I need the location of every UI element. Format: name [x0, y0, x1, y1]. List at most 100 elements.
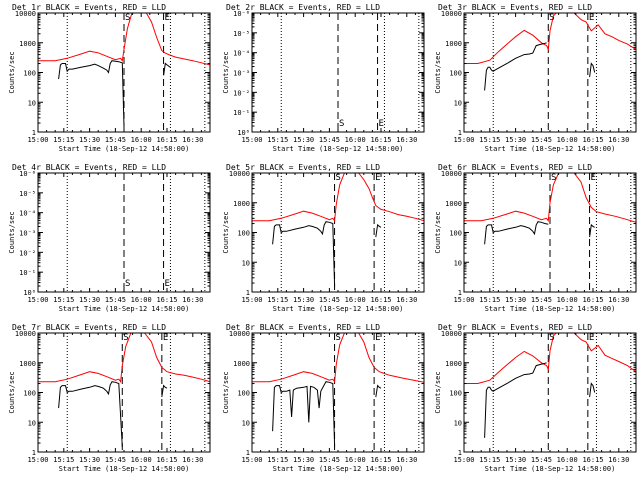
- start-marker: S: [125, 13, 130, 23]
- y-tick-label: 10000: [15, 330, 36, 338]
- y-tick-label: 1: [458, 449, 462, 457]
- series-group: [38, 333, 210, 447]
- y-tick-label: 10⁻²: [19, 249, 36, 257]
- x-tick-label: 15:45: [105, 456, 126, 464]
- y-tick-label: 10⁻⁶: [233, 10, 250, 18]
- x-tick-label: 16:15: [156, 456, 177, 464]
- x-tick-label: 15:15: [267, 456, 288, 464]
- y-tick-label: 1: [458, 289, 462, 297]
- x-tick-label: 15:30: [505, 136, 526, 144]
- x-tick-label: 16:15: [156, 296, 177, 304]
- y-tick-label: 1: [458, 129, 462, 137]
- x-axis-label: Start Time (18-Sep-12 14:58:00): [59, 145, 190, 153]
- x-tick-label: 15:00: [453, 296, 474, 304]
- x-tick-label: 15:00: [453, 136, 474, 144]
- y-tick-label: 10⁻⁵: [233, 30, 250, 38]
- y-tick-label: 100: [449, 70, 462, 78]
- y-tick-label: 1000: [445, 360, 462, 368]
- y-tick-label: 10⁻²: [233, 89, 250, 97]
- y-tick-label: 10000: [441, 10, 462, 18]
- y-tick-label: 10⁰: [237, 129, 250, 137]
- x-axis-label: Start Time (18-Sep-12 14:58:00): [273, 305, 404, 313]
- y-tick-label: 1: [246, 289, 250, 297]
- y-tick-label: 100: [449, 230, 462, 238]
- series-line-events: [272, 221, 382, 287]
- y-tick-label: 10000: [441, 330, 462, 338]
- series-group: [252, 173, 424, 287]
- start-marker: S: [336, 173, 341, 183]
- x-axis-label: Start Time (18-Sep-12 14:58:00): [485, 465, 616, 473]
- x-tick-label: 15:00: [27, 296, 48, 304]
- x-tick-label: 15:30: [505, 296, 526, 304]
- end-marker: E: [591, 173, 596, 183]
- end-marker: E: [375, 333, 380, 343]
- start-marker: S: [549, 13, 554, 23]
- series-line-lld: [38, 333, 210, 384]
- x-tick-label: 16:00: [131, 296, 152, 304]
- x-tick-label: 16:00: [345, 456, 366, 464]
- x-axis-label: Start Time (18-Sep-12 14:58:00): [485, 305, 616, 313]
- x-tick-label: 16:30: [608, 456, 629, 464]
- series-group: [38, 13, 210, 127]
- x-tick-label: 16:30: [182, 136, 203, 144]
- end-marker: E: [375, 173, 380, 183]
- x-tick-label: 15:30: [79, 136, 100, 144]
- x-tick-label: 15:00: [27, 136, 48, 144]
- plot-frame: [37, 332, 211, 453]
- series-line-events: [58, 381, 168, 447]
- x-tick-label: 16:00: [557, 136, 578, 144]
- x-tick-label: 15:15: [53, 296, 74, 304]
- plot-frame: [251, 172, 425, 293]
- x-tick-label: 15:15: [267, 136, 288, 144]
- y-tick-label: 10: [28, 99, 36, 107]
- y-tick-label: 10⁻⁴: [233, 50, 250, 58]
- y-tick-label: 1000: [445, 40, 462, 48]
- x-tick-label: 15:30: [293, 136, 314, 144]
- panel-title: Det 8r BLACK = Events, RED = LLD: [226, 323, 380, 332]
- x-tick-label: 16:30: [608, 136, 629, 144]
- y-tick-label: 100: [237, 390, 250, 398]
- y-tick-label: 1: [246, 449, 250, 457]
- series-line-lld: [38, 13, 210, 66]
- y-tick-label: 1: [32, 129, 36, 137]
- x-tick-label: 16:30: [182, 296, 203, 304]
- y-tick-label: 10⁻⁴: [19, 210, 36, 218]
- end-marker: E: [589, 13, 594, 23]
- y-tick-label: 10000: [229, 330, 250, 338]
- series-line-events: [58, 60, 171, 127]
- start-marker: S: [123, 333, 128, 343]
- series-line-events: [484, 42, 596, 91]
- x-tick-label: 15:30: [293, 296, 314, 304]
- series-group: [252, 333, 424, 447]
- x-tick-label: 16:15: [370, 136, 391, 144]
- start-marker: S: [125, 279, 130, 289]
- y-tick-label: 10000: [441, 170, 462, 178]
- y-tick-label: 100: [23, 70, 36, 78]
- y-tick-label: 1000: [19, 360, 36, 368]
- y-tick-label: 10: [242, 419, 250, 427]
- x-tick-label: 16:30: [396, 456, 417, 464]
- panel-title: Det 9r BLACK = Events, RED = LLD: [438, 323, 592, 332]
- y-tick-label: 10⁻³: [19, 230, 36, 238]
- start-marker: S: [339, 119, 344, 129]
- x-tick-label: 15:30: [293, 456, 314, 464]
- series-group: [464, 333, 636, 438]
- y-axis-label: Counts/sec: [222, 371, 230, 413]
- x-tick-label: 15:15: [53, 456, 74, 464]
- x-tick-label: 15:00: [241, 456, 262, 464]
- y-tick-label: 10⁻¹: [19, 269, 36, 277]
- y-axis-label: Counts/sec: [434, 211, 442, 253]
- start-marker: S: [551, 173, 556, 183]
- x-tick-label: 16:15: [582, 136, 603, 144]
- panel-title: Det 7r BLACK = Events, RED = LLD: [12, 323, 166, 332]
- x-tick-label: 15:45: [319, 456, 340, 464]
- x-tick-label: 15:30: [79, 456, 100, 464]
